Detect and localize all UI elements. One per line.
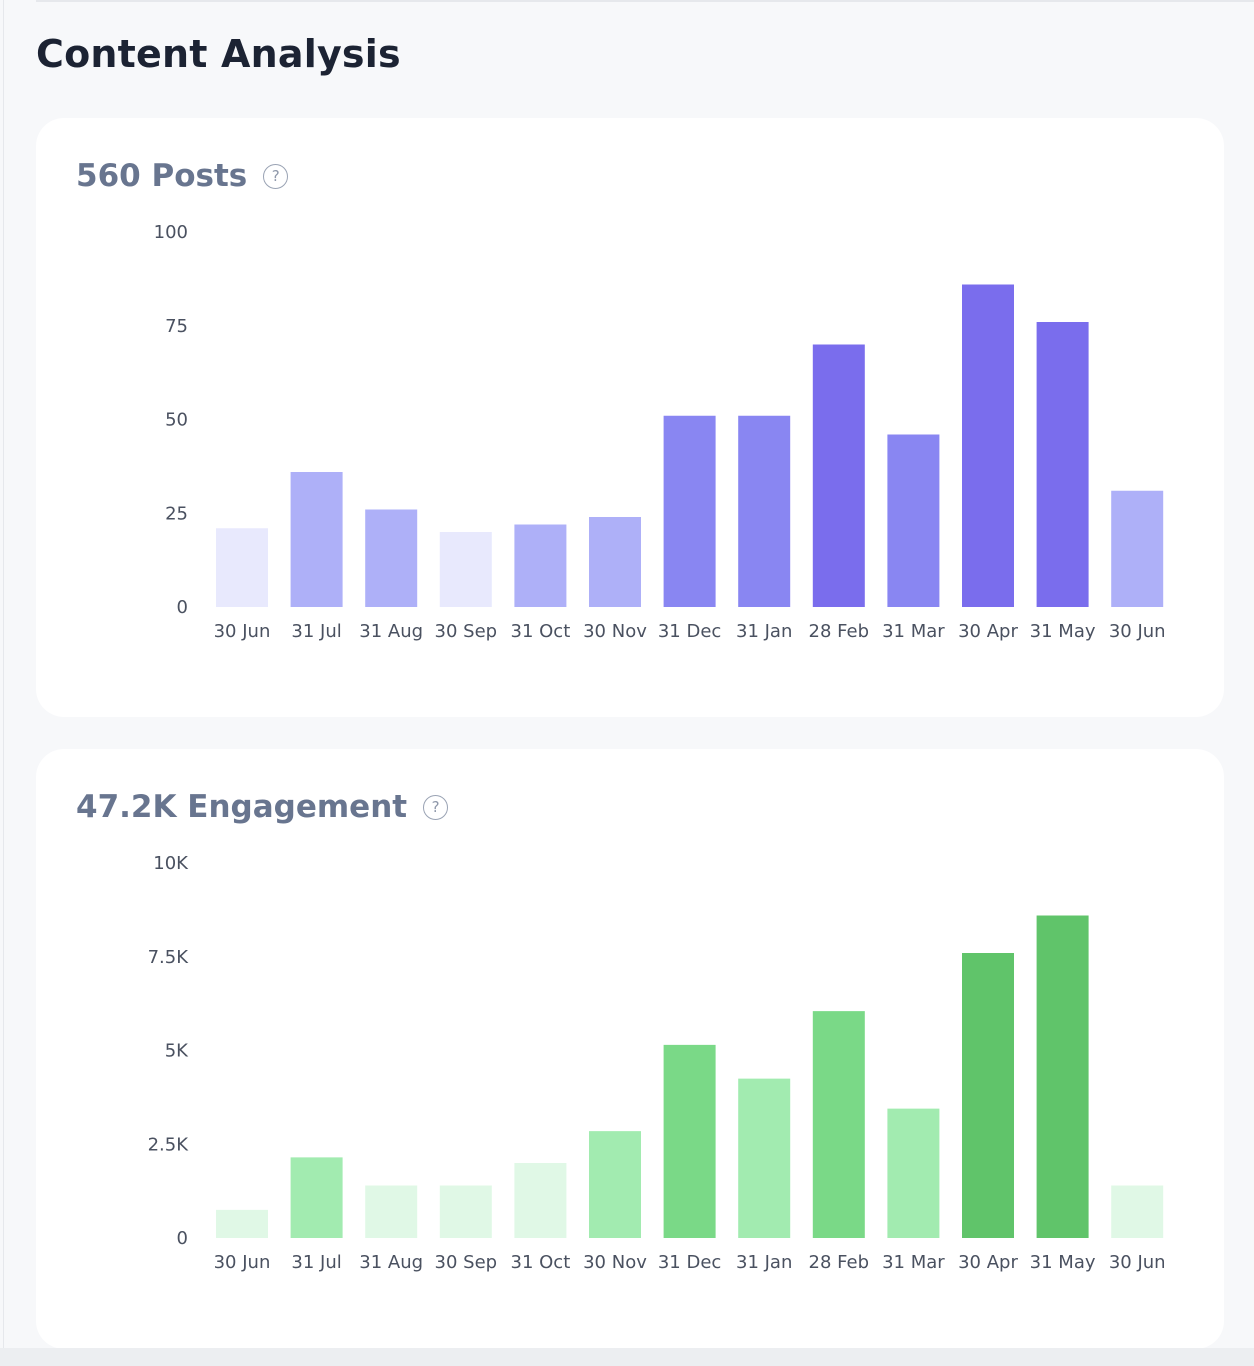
posts-x-tick-label: 31 Jan [736,621,792,642]
engagement-x-tick-label: 30 Sep [435,1252,498,1273]
engagement-y-tick-label: 10K [153,853,189,874]
posts-x-tick-label: 31 Oct [511,621,571,642]
posts-y-tick-label: 75 [165,316,188,337]
engagement-x-tick-label: 31 Oct [511,1252,571,1273]
posts-bar[interactable] [738,415,791,607]
posts-x-tick-label: 31 Aug [359,621,423,642]
engagement-x-tick-label: 31 Dec [658,1252,721,1273]
engagement-bar[interactable] [887,1108,940,1238]
posts-bar[interactable] [439,532,492,607]
top-divider [36,0,1254,2]
engagement-card-header: 47.2K Engagement ? [76,789,449,825]
posts-card: 560 Posts ? 0 25 50 75 100 30 Jun 31 Jul 31 Aug… [36,118,1224,717]
engagement-bar[interactable] [514,1163,567,1238]
posts-bar[interactable] [962,284,1014,608]
posts-x-tick-label: 28 Feb [809,621,870,642]
engagement-bar-chart: 0 2.5K 5K 7.5K 10K 30 Jun 31 Jul 31 Aug 30 Sep 31… [148,853,1166,1273]
engagement-y-tick-label: 0 [177,1228,188,1249]
posts-bar[interactable] [589,517,641,607]
posts-y-tick-label: 0 [177,597,188,618]
engagement-x-tick-label: 30 Jun [214,1252,271,1273]
page-title: Content Analysis [36,32,401,76]
engagement-x-tick-label: 28 Feb [809,1252,870,1273]
engagement-card-title: 47.2K Engagement [76,789,408,825]
posts-bar[interactable] [365,509,418,608]
engagement-bar[interactable] [439,1185,492,1239]
engagement-bar[interactable] [1111,1185,1164,1239]
engagement-bar[interactable] [962,953,1014,1238]
posts-card-title: 560 Posts [76,158,248,194]
engagement-bar[interactable] [812,1011,865,1238]
engagement-x-tick-label: 30 Jun [1109,1252,1166,1273]
posts-bar[interactable] [216,528,268,607]
engagement-bar[interactable] [290,1157,343,1238]
engagement-x-tick-label: 30 Apr [958,1252,1018,1273]
engagement-card: 47.2K Engagement ? 0 2.5K 5K 7.5K 10K 30 Jun 3… [36,749,1224,1349]
posts-bar[interactable] [290,472,343,607]
engagement-bar[interactable] [1036,915,1089,1239]
posts-bar[interactable] [812,344,865,608]
engagement-bar[interactable] [738,1078,791,1238]
bottom-edge [0,1348,1254,1366]
engagement-bar[interactable] [365,1185,418,1239]
posts-bar[interactable] [514,524,567,608]
posts-x-tick-label: 30 Sep [435,621,498,642]
posts-bar-chart: 0 25 50 75 100 30 Jun 31 Jul 31 Aug 30 Sep 31 Oct… [154,222,1166,642]
engagement-bar[interactable] [663,1044,716,1238]
posts-card-header: 560 Posts ? [76,158,289,194]
engagement-x-tick-label: 31 May [1030,1252,1096,1273]
posts-x-tick-label: 31 Mar [882,621,945,642]
posts-bar[interactable] [1111,490,1164,607]
posts-x-tick-label: 30 Jun [1109,621,1166,642]
posts-x-tick-label: 30 Jun [214,621,271,642]
question-circle-icon[interactable]: ? [263,163,289,189]
posts-x-tick-label: 31 Jul [291,621,341,642]
engagement-y-tick-label: 5K [165,1041,189,1062]
engagement-bar[interactable] [216,1209,268,1238]
posts-x-tick-label: 31 Dec [658,621,721,642]
engagement-x-tick-label: 30 Nov [583,1252,647,1273]
engagement-x-tick-label: 31 Mar [882,1252,945,1273]
posts-y-tick-label: 25 [165,503,188,524]
engagement-bar[interactable] [589,1131,641,1238]
posts-y-tick-label: 50 [165,410,188,431]
left-divider [3,0,4,1366]
engagement-x-tick-label: 31 Jul [291,1252,341,1273]
posts-bar[interactable] [663,415,716,607]
engagement-y-tick-label: 7.5K [148,947,190,968]
question-circle-icon[interactable]: ? [423,794,449,820]
posts-x-tick-label: 30 Apr [958,621,1018,642]
posts-x-tick-label: 31 May [1030,621,1096,642]
posts-bar[interactable] [1036,322,1089,607]
posts-bar[interactable] [887,434,940,608]
engagement-x-tick-label: 31 Aug [359,1252,423,1273]
engagement-y-tick-label: 2.5K [148,1134,190,1155]
posts-y-tick-label: 100 [154,222,188,243]
posts-x-tick-label: 30 Nov [583,621,647,642]
engagement-x-tick-label: 31 Jan [736,1252,792,1273]
